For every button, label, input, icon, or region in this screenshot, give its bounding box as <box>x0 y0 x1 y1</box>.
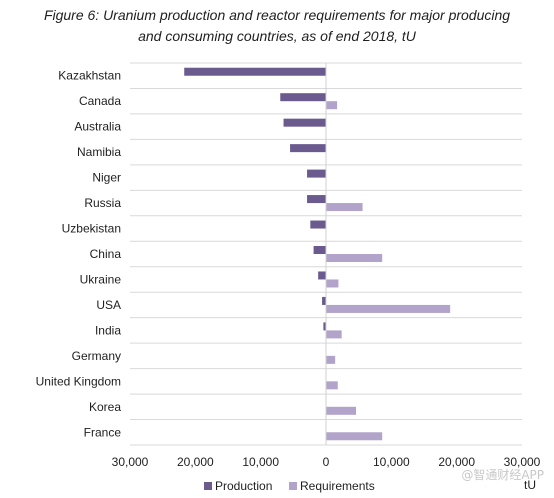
category-label: Australia <box>74 120 121 134</box>
category-label: Russia <box>84 196 121 210</box>
bars <box>184 67 451 441</box>
bar-production <box>318 271 326 280</box>
bar-production <box>313 246 326 254</box>
bar-production <box>307 195 326 204</box>
chart-title-line-1: Figure 6: Uranium production and reactor… <box>43 7 511 23</box>
bar-production <box>290 144 326 153</box>
legend-swatch <box>289 482 297 490</box>
legend-label: Requirements <box>300 479 375 493</box>
bar-requirements <box>326 101 338 110</box>
category-label: Korea <box>89 400 121 414</box>
bar-requirements <box>326 355 336 364</box>
chart-title: Figure 6: Uranium production and reactor… <box>0 5 554 47</box>
bar-production <box>323 322 326 331</box>
watermark: @智通财经APP <box>461 468 544 482</box>
bar-production <box>280 93 326 102</box>
category-label: China <box>90 247 122 261</box>
category-label: USA <box>96 298 121 312</box>
legend: Production Requirements <box>204 479 375 493</box>
bar-production <box>283 118 326 127</box>
category-label: Germany <box>72 349 121 363</box>
chart-title-line-2: and consuming countries, as of end 2018,… <box>138 28 416 44</box>
tick-label: 20,000 <box>438 455 475 469</box>
bar-production <box>307 169 326 178</box>
tick-label: 10,000 <box>242 455 279 469</box>
bar-requirements <box>326 203 363 212</box>
tick-label: 20,000 <box>177 455 214 469</box>
bar-requirements <box>326 381 338 390</box>
bar-requirements <box>326 406 357 415</box>
category-label: France <box>84 425 122 439</box>
category-label: United Kingdom <box>36 374 121 388</box>
bar-requirements <box>326 254 383 262</box>
bar-production <box>322 296 326 305</box>
legend-swatch <box>204 482 212 490</box>
legend-label: Production <box>215 479 272 493</box>
category-label: Niger <box>92 171 121 185</box>
category-labels: Kazakhstan Canada Australia Namibia Niger Rus… <box>36 69 122 440</box>
bar-production <box>184 67 326 76</box>
tick-label: 30,000 <box>504 455 541 469</box>
bar-requirements <box>326 304 451 313</box>
category-label: Canada <box>79 94 121 108</box>
tick-label: 30,000 <box>112 455 149 469</box>
bar-requirements <box>326 279 339 288</box>
tick-label: 0 <box>323 455 330 469</box>
bar-requirements <box>326 432 383 441</box>
category-label: Uzbekistan <box>62 222 121 236</box>
bar-requirements <box>326 330 342 339</box>
category-label: India <box>95 323 121 337</box>
tick-label: 10,000 <box>373 455 410 469</box>
axis-unit-label: tU <box>524 478 536 492</box>
category-label: Ukraine <box>80 272 122 286</box>
category-label: Kazakhstan <box>58 69 121 83</box>
bar-production <box>310 220 326 229</box>
tick-labels: 30,000 20,000 10,000 0 10,000 20,000 30,000 <box>112 455 541 469</box>
category-label: Namibia <box>77 145 121 159</box>
